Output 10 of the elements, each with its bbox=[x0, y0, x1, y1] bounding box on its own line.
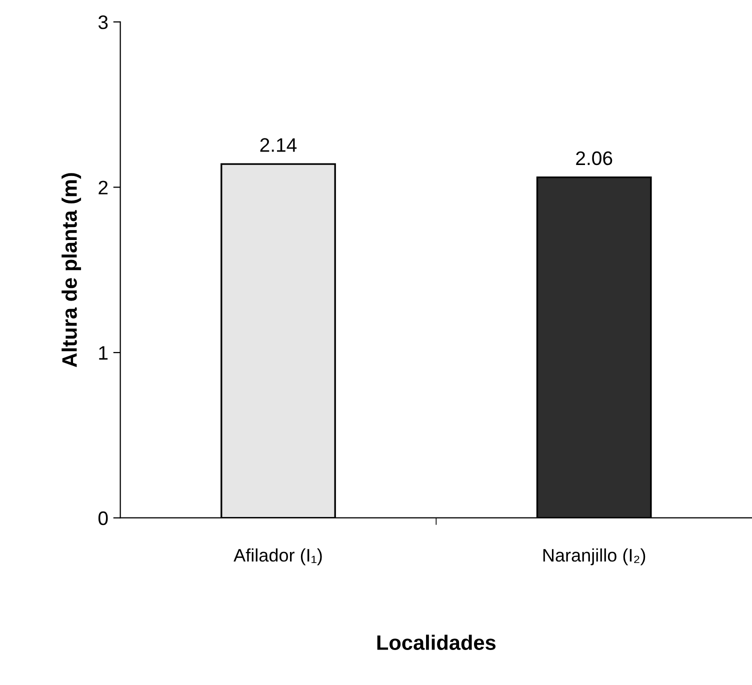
x-tick-label: Afilador (I₁) bbox=[234, 548, 322, 566]
y-tick-label: 3 bbox=[98, 15, 108, 30]
y-tick-label: 0 bbox=[98, 511, 108, 526]
y-tick-label: 2 bbox=[98, 180, 108, 194]
data-label: 2.14 bbox=[260, 138, 297, 152]
x-tick-label: Naranjillo (I₂) bbox=[543, 548, 646, 566]
data-label: 2.06 bbox=[576, 151, 612, 166]
y-axis-title: Altura de planta (m) bbox=[62, 173, 82, 368]
y-tick-label: 1 bbox=[99, 346, 108, 360]
x-axis-title: Localidades bbox=[377, 634, 496, 650]
